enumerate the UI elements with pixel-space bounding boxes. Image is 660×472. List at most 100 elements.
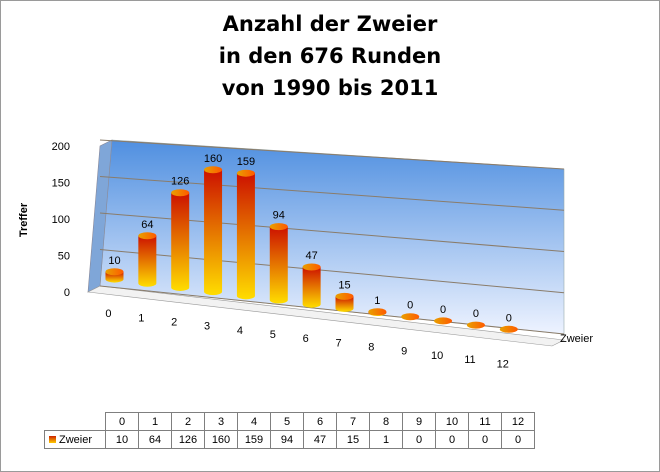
data-label: 0	[473, 308, 479, 320]
table-header-cell: 4	[237, 412, 271, 431]
data-label: 0	[440, 304, 446, 316]
x-tick-label: 11	[464, 354, 475, 366]
x-tick-label: 5	[270, 329, 276, 341]
bar	[236, 169, 255, 300]
bar-cap	[236, 169, 255, 177]
bar	[171, 189, 190, 291]
x-tick-label: 7	[335, 337, 341, 349]
bar-body	[171, 192, 190, 291]
table-header-cell: 5	[270, 412, 304, 431]
table-header-cell: 0	[105, 412, 139, 431]
bar-cap	[105, 268, 124, 276]
x-tick-label: 10	[431, 350, 443, 362]
bar-cap	[204, 166, 223, 174]
table-value-cell: 160	[204, 430, 238, 449]
bar-cap	[171, 189, 190, 197]
bar-cap	[434, 317, 453, 325]
x-tick-label: 3	[204, 321, 210, 333]
table-value-cell: 47	[303, 430, 337, 449]
table-header-cell: 1	[138, 412, 172, 431]
bar-cap	[302, 263, 321, 271]
table-header-cell: 9	[402, 412, 436, 431]
x-tick-label: 9	[401, 346, 407, 358]
data-label: 64	[141, 219, 153, 231]
table-value-cell: 94	[270, 430, 304, 449]
table-header-cell: 10	[435, 412, 469, 431]
bar	[466, 321, 485, 329]
data-label: 94	[273, 210, 285, 222]
bar	[434, 317, 453, 325]
x-tick-label: 8	[368, 342, 374, 354]
table-header-cell: 7	[336, 412, 370, 431]
table-value-cell: 0	[435, 430, 469, 449]
legend-cell: Zweier	[44, 430, 106, 449]
x-tick-label: 4	[237, 325, 243, 337]
x-tick-label: 2	[171, 316, 177, 328]
bar	[138, 232, 157, 287]
table-value-cell: 15	[336, 430, 370, 449]
bar-cap	[368, 308, 387, 316]
bar-cap	[138, 232, 157, 240]
bar	[302, 263, 321, 308]
table-value-cell: 0	[501, 430, 535, 449]
bar	[204, 166, 223, 296]
table-value-cell: 159	[237, 430, 271, 449]
data-label: 0	[407, 300, 413, 312]
data-label: 0	[506, 312, 512, 324]
table-header-cell: 11	[468, 412, 502, 431]
bar-cap	[269, 223, 288, 231]
chart-title-line-3: von 1990 bis 2011	[221, 76, 439, 100]
bar	[105, 268, 124, 283]
legend-swatch	[49, 436, 56, 444]
y-tick-label: 150	[52, 178, 70, 190]
back-wall	[99, 139, 565, 335]
bar-body	[204, 169, 223, 296]
bar-body	[138, 235, 157, 287]
table-value-cell: 126	[171, 430, 205, 449]
bar	[368, 308, 387, 317]
bar-cap	[401, 313, 420, 321]
table-header-cell: 12	[501, 412, 535, 431]
table-value-cell: 0	[468, 430, 502, 449]
table-header-cell: 2	[171, 412, 205, 431]
bar-body	[269, 226, 288, 304]
gridline	[99, 176, 565, 211]
x-axis-label: Zweier	[560, 333, 593, 345]
table-header-cell: 8	[369, 412, 403, 431]
table-header-row: 0 1 2 3 4 5 6 7 8 9 10 11 12	[44, 412, 535, 431]
data-label: 15	[338, 279, 350, 291]
data-table: 0 1 2 3 4 5 6 7 8 9 10 11 12 Zweier 10 64 126 160 159 94 4…	[44, 412, 535, 449]
data-label: 47	[306, 250, 318, 262]
table-value-cell: 10	[105, 430, 139, 449]
table-header-cell: 6	[303, 412, 337, 431]
table-value-cell: 64	[138, 430, 172, 449]
bar-body	[302, 267, 321, 308]
table-value-cell: 0	[402, 430, 436, 449]
bar-cap	[466, 321, 485, 329]
bar-body	[236, 173, 255, 300]
x-tick-label: 12	[497, 358, 509, 370]
y-tick-label: 0	[64, 287, 70, 299]
gridline	[99, 139, 565, 170]
table-value-row: Zweier 10 64 126 160 159 94 47 15 1 0 0 0 0	[44, 430, 535, 449]
data-label: 126	[171, 176, 189, 188]
bar-cap	[335, 292, 354, 300]
bar-body	[335, 296, 354, 312]
gridline	[99, 285, 565, 335]
y-tick-label: 200	[52, 141, 70, 153]
data-label: 159	[237, 156, 255, 168]
data-label: 1	[374, 295, 380, 307]
x-tick-label: 6	[303, 333, 309, 345]
legend-label: Zweier	[59, 433, 93, 446]
table-header-cell: 3	[204, 412, 238, 431]
y-tick-label: 50	[58, 251, 70, 263]
table-value-cell: 1	[369, 430, 403, 449]
data-label: 160	[204, 153, 222, 165]
chart-title-line-2: in den 676 Runden	[218, 44, 442, 68]
bar-cap	[499, 325, 518, 333]
bar	[269, 223, 288, 304]
x-tick-label: 1	[138, 312, 144, 324]
data-label: 10	[108, 255, 120, 267]
chart-floor	[86, 285, 566, 347]
